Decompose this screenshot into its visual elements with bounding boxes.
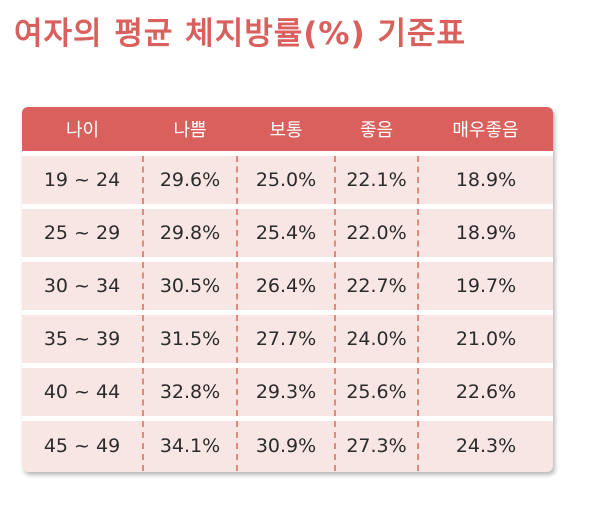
body-fat-table: 나이 나쁨 보통 좋음 매우좋음 19 ~ 24 29.6% 25.0% 22.… (22, 107, 553, 471)
table-row: 25 ~ 29 29.8% 25.4% 22.0% 18.9% (22, 206, 553, 259)
cell-normal: 26.4% (236, 259, 335, 312)
cell-good: 22.0% (334, 206, 418, 259)
cell-age: 25 ~ 29 (43, 221, 121, 244)
table-row: 35 ~ 39 31.5% 27.7% 24.0% 21.0% (22, 312, 553, 365)
cell-good: 22.7% (334, 259, 418, 312)
cell-good: 25.6% (334, 365, 418, 418)
cell-bad: 32.8% (142, 365, 237, 418)
table-row: 30 ~ 34 30.5% 26.4% 22.7% 19.7% (22, 259, 553, 312)
cell-bad: 29.8% (142, 206, 237, 259)
cell-age: 19 ~ 24 (43, 168, 121, 191)
cell-very-good: 18.9% (417, 153, 553, 206)
table-row: 19 ~ 24 29.6% 25.0% 22.1% 18.9% (22, 153, 553, 206)
cell-bad: 34.1% (142, 418, 237, 471)
table-row: 45 ~ 49 34.1% 30.9% 27.3% 24.3% (22, 418, 553, 471)
header-normal: 보통 (269, 119, 303, 141)
page-title: 여자의 평균 체지방률(%) 기준표 (14, 16, 467, 52)
cell-very-good: 21.0% (417, 312, 553, 365)
cell-very-good: 22.6% (417, 365, 553, 418)
body-fat-table-card: 나이 나쁨 보통 좋음 매우좋음 19 ~ 24 29.6% 25.0% 22.… (22, 107, 553, 472)
header-age: 나이 (65, 119, 100, 141)
cell-bad: 29.6% (142, 153, 237, 206)
cell-normal: 29.3% (236, 365, 335, 418)
cell-very-good: 24.3% (417, 418, 553, 471)
cell-normal: 25.0% (236, 153, 335, 206)
cell-good: 22.1% (334, 153, 418, 206)
cell-normal: 27.7% (236, 312, 335, 365)
header-bad: 나쁨 (173, 119, 207, 141)
cell-normal: 25.4% (236, 206, 335, 259)
header-good: 좋음 (359, 119, 394, 141)
cell-age: 45 ~ 49 (43, 434, 121, 457)
header-very-good: 매우좋음 (452, 119, 519, 141)
cell-normal: 30.9% (236, 418, 335, 471)
cell-bad: 30.5% (142, 259, 237, 312)
cell-very-good: 19.7% (417, 259, 553, 312)
cell-good: 24.0% (334, 312, 418, 365)
cell-bad: 31.5% (142, 312, 237, 365)
table-row: 40 ~ 44 32.8% 29.3% 25.6% 22.6% (22, 365, 553, 418)
cell-very-good: 18.9% (417, 206, 553, 259)
cell-good: 27.3% (334, 418, 418, 471)
cell-age: 30 ~ 34 (43, 274, 121, 297)
cell-age: 35 ~ 39 (43, 327, 121, 350)
cell-age: 40 ~ 44 (43, 380, 121, 403)
table-header-row: 나이 나쁨 보통 좋음 매우좋음 (22, 107, 553, 153)
